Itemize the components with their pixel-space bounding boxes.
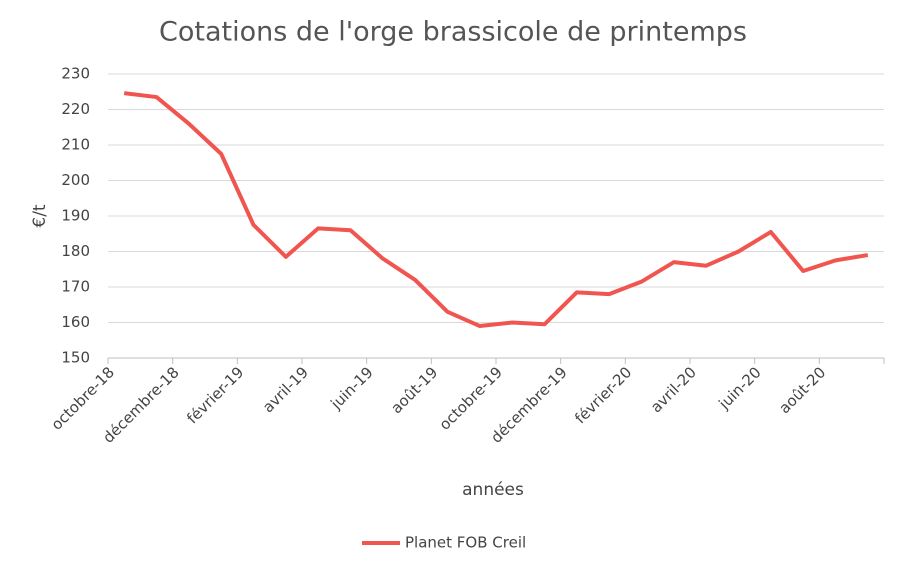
y-tick-label: 190: [61, 207, 90, 225]
y-tick-label: 230: [61, 65, 90, 83]
x-tick-label: avril-19: [259, 363, 312, 416]
x-tick-label: juin-19: [327, 363, 377, 413]
y-axis-label: €/t: [30, 204, 50, 228]
chart-title: Cotations de l'orge brassicole de printe…: [159, 17, 747, 48]
x-tick-label: février-20: [571, 363, 635, 427]
y-tick-label: 170: [61, 278, 90, 296]
x-tick-label: février-19: [183, 363, 247, 427]
y-tick-label: 160: [61, 313, 90, 331]
x-tick-label: octobre-18: [48, 363, 118, 433]
y-tick-label: 200: [61, 171, 90, 189]
x-tick-label: octobre-19: [436, 363, 506, 433]
x-tick-label: août-20: [775, 363, 829, 417]
series-line: [123, 91, 869, 329]
x-axis-label: années: [462, 480, 524, 500]
x-tick-label: août-19: [387, 363, 441, 417]
y-tick-label: 180: [61, 242, 90, 260]
x-tick-label: juin-20: [715, 363, 765, 413]
legend-label: Planet FOB Creil: [405, 534, 526, 552]
x-tick-label: avril-20: [647, 363, 700, 416]
y-tick-label: 220: [61, 100, 90, 118]
y-tick-label: 150: [61, 349, 90, 367]
y-tick-label: 210: [61, 136, 90, 154]
